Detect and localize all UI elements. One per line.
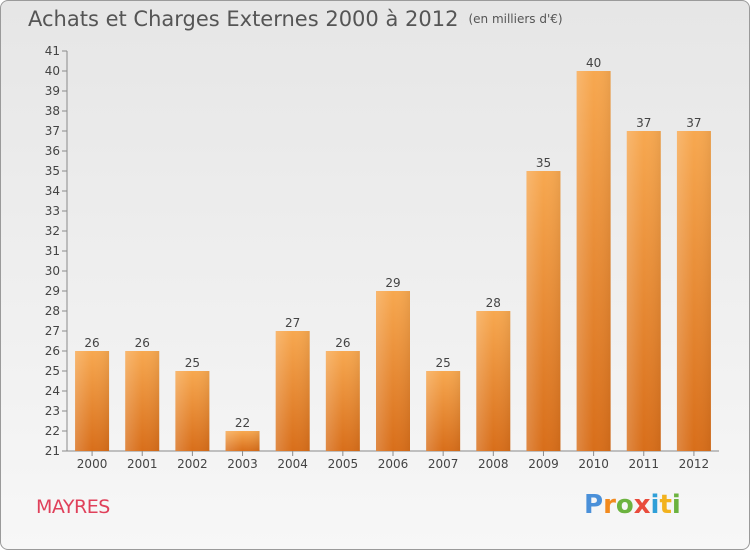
x-tick-label: 2006 bbox=[378, 457, 409, 471]
y-tick-label: 28 bbox=[45, 304, 60, 318]
x-tick-label: 2009 bbox=[528, 457, 559, 471]
y-tick-label: 34 bbox=[45, 184, 60, 198]
bar-shade bbox=[275, 331, 310, 451]
x-tick-label: 2005 bbox=[328, 457, 359, 471]
y-tick-label: 41 bbox=[45, 44, 60, 58]
x-tick-label: 2008 bbox=[478, 457, 509, 471]
bar-value-label: 25 bbox=[436, 356, 451, 370]
y-tick-label: 40 bbox=[45, 64, 60, 78]
y-tick-label: 37 bbox=[45, 124, 60, 138]
x-tick-label: 2002 bbox=[177, 457, 208, 471]
bar-shade bbox=[426, 371, 461, 451]
chart-title-text: Achats et Charges Externes 2000 à 2012 bbox=[28, 7, 459, 31]
y-tick-label: 27 bbox=[45, 324, 60, 338]
y-tick-label: 36 bbox=[45, 144, 60, 158]
y-tick-label: 39 bbox=[45, 84, 60, 98]
y-tick-label: 35 bbox=[45, 164, 60, 178]
chart-units-label: (en milliers d'€) bbox=[468, 12, 563, 26]
bar-shade bbox=[376, 291, 410, 451]
bar-shade bbox=[325, 351, 360, 451]
bar-shade bbox=[676, 131, 711, 451]
x-tick-label: 2000 bbox=[77, 457, 108, 471]
bar-value-label: 40 bbox=[586, 56, 601, 70]
bar-value-label: 22 bbox=[235, 416, 250, 430]
bar-value-label: 35 bbox=[536, 156, 551, 170]
y-tick-label: 22 bbox=[45, 424, 60, 438]
bar-value-label: 27 bbox=[285, 316, 300, 330]
y-tick-label: 23 bbox=[45, 404, 60, 418]
y-tick-label: 38 bbox=[45, 104, 60, 118]
bar-value-label: 37 bbox=[636, 116, 651, 130]
chart-title: Achats et Charges Externes 2000 à 2012 (e… bbox=[28, 7, 563, 31]
bar-shade bbox=[526, 171, 561, 451]
x-tick-label: 2004 bbox=[277, 457, 308, 471]
bar-shade bbox=[576, 71, 611, 451]
x-axis: 2000 2001 2002 2003 2004 2005 2006 2007 2008 2009… bbox=[67, 450, 719, 471]
x-tick-label: 2012 bbox=[679, 457, 710, 471]
commune-name: MAYRES bbox=[36, 496, 110, 518]
bar-shade bbox=[476, 311, 511, 451]
x-tick-label: 2007 bbox=[428, 457, 459, 471]
y-tick-label: 29 bbox=[45, 284, 60, 298]
y-tick-label: 31 bbox=[45, 244, 60, 258]
bar-value-label: 37 bbox=[686, 116, 701, 130]
x-tick-label: 2010 bbox=[578, 457, 609, 471]
x-tick-label: 2001 bbox=[127, 457, 158, 471]
bar-shade bbox=[626, 131, 661, 451]
proxiti-logo: Proxiti bbox=[584, 490, 681, 520]
bar-value-label: 26 bbox=[135, 336, 150, 350]
y-tick-label: 25 bbox=[45, 364, 60, 378]
y-tick-label: 24 bbox=[45, 384, 60, 398]
bar-shade bbox=[75, 351, 110, 451]
bar-value-label: 29 bbox=[385, 276, 400, 290]
x-tick-label: 2003 bbox=[227, 457, 258, 471]
y-tick-label: 33 bbox=[45, 204, 60, 218]
y-tick-label: 32 bbox=[45, 224, 60, 238]
bar-value-label: 25 bbox=[185, 356, 200, 370]
bar-value-label: 26 bbox=[335, 336, 350, 350]
bar-shade bbox=[175, 371, 210, 451]
bar-value-label: 26 bbox=[84, 336, 99, 350]
bars: 26 26 25 22 27 26 29 25 28 35 40 37 37 bbox=[75, 56, 711, 451]
x-tick-label: 2011 bbox=[628, 457, 659, 471]
y-tick-label: 26 bbox=[45, 344, 60, 358]
bar-value-label: 28 bbox=[486, 296, 501, 310]
y-tick-label: 30 bbox=[45, 264, 60, 278]
bar-shade bbox=[125, 351, 160, 451]
bar-shade bbox=[225, 431, 260, 451]
y-tick-label: 21 bbox=[45, 444, 60, 458]
y-axis: 21 22 23 24 25 26 27 28 29 30 31 32 33 34 35 36 37 38 39 40… bbox=[45, 44, 68, 458]
